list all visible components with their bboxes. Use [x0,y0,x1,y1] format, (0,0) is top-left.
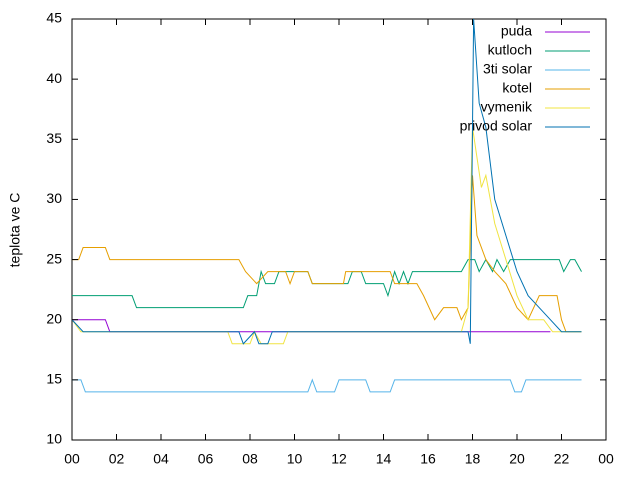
series-line [72,319,551,333]
y-tick-label: 40 [46,70,62,86]
x-tick-label: 10 [287,451,303,467]
x-tick-label: 00 [598,451,614,467]
x-tick-label: 22 [554,451,570,467]
y-tick-label: 45 [46,10,62,26]
series-line [72,127,582,345]
y-axis-label: teplota ve C [7,193,23,268]
legend-label: kutloch [488,42,532,58]
x-tick-label: 16 [420,451,436,467]
y-tick-label: 35 [46,130,62,146]
x-tick-label: 06 [198,451,214,467]
y-tick-label: 15 [46,371,62,387]
legend-label: 3ti solar [483,61,532,77]
series-line [72,175,582,333]
x-tick-label: 02 [109,451,125,467]
y-tick-label: 25 [46,250,62,266]
legend-label: privod solar [460,118,533,134]
plot-area [72,19,582,393]
x-tick-label: 18 [465,451,481,467]
y-tick-label: 20 [46,310,62,326]
x-tick-label: 12 [331,451,347,467]
x-tick-label: 04 [153,451,169,467]
legend-label: kotel [502,80,532,96]
series-line [72,378,582,393]
y-tick-label: 30 [46,190,62,206]
x-tick-label: 08 [242,451,258,467]
series-line [72,19,582,345]
legend-label: puda [501,23,532,39]
legend-label: vymenik [481,99,533,115]
x-tick-label: 00 [64,451,80,467]
x-tick-label: 20 [509,451,525,467]
x-tick-label: 14 [376,451,392,467]
y-tick-label: 10 [46,431,62,447]
